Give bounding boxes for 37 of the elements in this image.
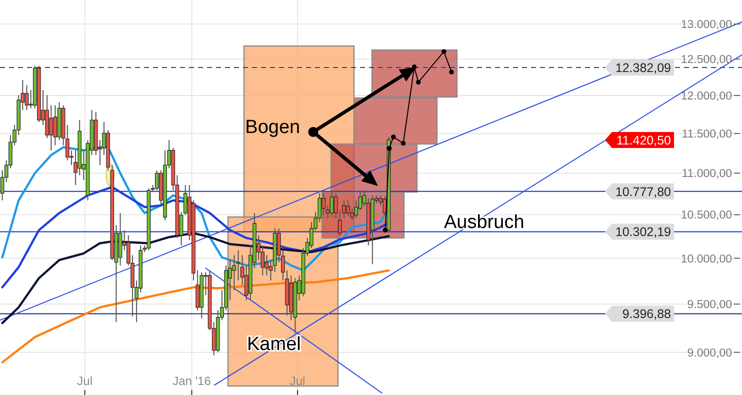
point (449, 70, 454, 74)
x-tick-label: Jan '16 (172, 374, 212, 388)
point (386, 146, 392, 151)
candlestick (346, 200, 350, 216)
y-tick-label: 12.000,00 (680, 90, 732, 103)
ref-line-label: 9.396,88 (622, 307, 672, 322)
y-tick-label: 10.500,00 (680, 210, 732, 222)
annotation: 11.420,50 (616, 133, 672, 148)
x-tick-label: Jul (77, 374, 93, 388)
ref-line-label: 12.382,09 (615, 60, 672, 75)
candlestick (49, 104, 54, 151)
y-tick-label: 11.000,00 (682, 168, 732, 180)
candlestick (236, 250, 240, 281)
ref-line-label: 10.777,80 (615, 184, 672, 199)
y-tick-label: 13.000,00 (680, 19, 732, 32)
point (390, 134, 396, 140)
point (382, 228, 388, 233)
line-series (1, 232, 390, 324)
x-tick-label: Jul (290, 374, 306, 388)
y-tick-label: 9.000,00 (687, 347, 732, 360)
point (442, 49, 446, 54)
y-tick-label: 12.500,00 (680, 54, 732, 66)
candlestick (354, 200, 358, 219)
candlestick (330, 192, 334, 216)
candlestick (322, 192, 326, 216)
y-tick-label: 10.000,00 (680, 253, 732, 266)
y-tick-label: 9.500,00 (687, 299, 732, 312)
ref-line-label: 10.302,19 (615, 225, 672, 240)
candlestick (264, 254, 269, 276)
line-series (1, 269, 390, 364)
candlestick (24, 84, 29, 111)
point (416, 80, 421, 85)
y-tick-label: 11.500,00 (682, 128, 732, 141)
candlestick (53, 104, 58, 146)
line-series (1, 146, 386, 272)
annotation: Bogen (245, 116, 300, 138)
point (400, 140, 406, 146)
